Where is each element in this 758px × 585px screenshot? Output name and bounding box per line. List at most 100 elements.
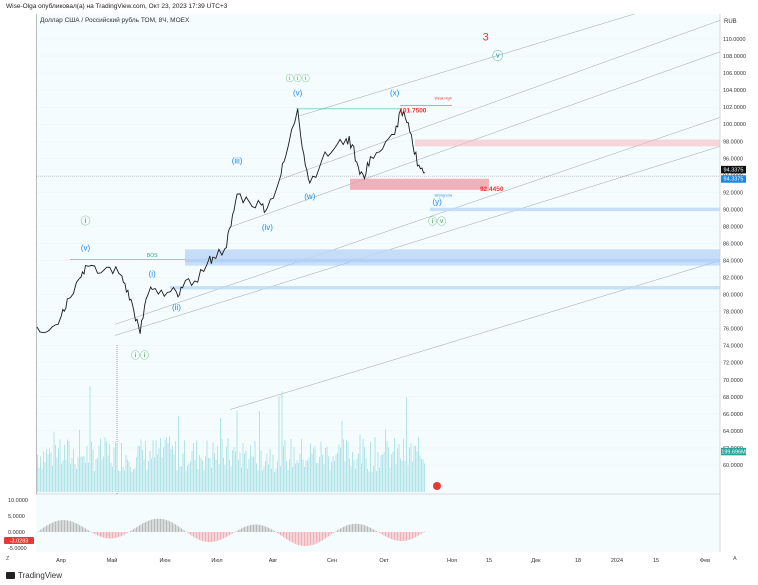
volume-bar [260,450,262,492]
oscillator-bar [100,532,101,537]
oscillator-bar [302,532,304,546]
volume-bar [394,438,395,492]
volume-bar [368,471,370,492]
volume-bar [256,463,257,492]
x-tick-label: Окт [379,558,389,564]
wave-label: (v) [293,88,303,97]
volume-bar [65,459,67,492]
oscillator-bar [383,532,385,536]
oscillator-bar [401,532,403,542]
volume-bar [311,453,313,492]
oscillator-bar [316,532,317,544]
settings-icon[interactable]: Z [6,556,10,562]
oscillator-bar [229,532,230,536]
oscillator-bar [158,518,160,532]
oscillator-bar [370,527,371,532]
price-badge-text: 94.3375 [724,167,744,173]
oscillator-bar [206,532,208,542]
volume-bar [313,448,314,492]
volume-bar [325,447,326,492]
oscillator-bar [77,524,79,532]
volume-bar [296,460,298,492]
volume-bar [47,454,49,492]
volume-bar [151,458,152,492]
volume-bar [52,465,53,492]
currency-label: RUB [724,19,737,25]
volume-bar [343,439,344,492]
oscillator-bar [113,532,115,539]
volume-bar [203,469,205,492]
oscillator-bar [314,532,316,545]
volume-bar [218,463,220,492]
oscillator-bar [283,532,284,538]
volume-bar [410,443,412,492]
oscillator-bar [56,520,58,532]
volume-bar [289,459,290,492]
volume-bar [94,471,95,492]
publish-header: Wise-Olga опубликовал(а) на TradingView.… [0,0,758,14]
oscillator-bar [170,521,172,532]
y-tick-label: 84.0000 [723,259,743,265]
oscillator-bar [271,529,272,532]
volume-bar [247,468,248,492]
price-badge-text: 199.696M [721,449,746,455]
oscillator-bar [230,532,232,535]
x-tick-label: Ноя [447,558,457,564]
wave-label: Weak High [435,97,452,101]
auto-scale-icon[interactable]: A [733,556,737,562]
volume-bar [400,458,401,492]
demand-zone-thin [430,207,720,212]
volume-bar [298,463,299,492]
oscillator-bar [224,532,226,538]
volume-bar [49,448,50,492]
price-level-label: 101.7500 [399,108,426,115]
volume-bar [107,455,109,492]
volume-bar [332,456,334,492]
oscillator-bar [148,520,149,532]
oscillator-bar [137,526,139,532]
volume-bar [386,441,388,492]
volume-bar [359,434,361,492]
volume-bar [181,466,182,492]
volume-bar [184,440,185,492]
oscillator-bar [157,518,158,532]
volume-bar [58,448,59,492]
oscillator-bar [125,532,127,534]
volume-bar [125,454,127,492]
oscillator-axis: 10.0000 5.0000 0.0000 -5.0000-3.0283 [4,498,34,552]
oscillator-bar [269,528,271,532]
volume-bar [121,442,122,492]
event-icon[interactable] [433,482,441,490]
volume-bar [227,438,229,492]
volume-bar [340,447,341,492]
oscillator-bar [211,532,212,542]
volume-bar [314,446,316,492]
oscillator-bar [187,532,188,533]
oscillator-bar [218,532,220,541]
volume-bar [422,459,424,492]
oscillator-bar [305,532,307,547]
oscillator-bar [208,532,209,543]
volume-bar [361,463,362,492]
oscillator-bar [154,518,155,532]
oscillator-bar [172,522,173,532]
volume-bar [217,446,218,492]
volume-bar [382,454,383,492]
oscillator-bar [287,532,289,541]
volume-bar [118,470,119,492]
wave-label: (iv) [262,223,273,232]
volume-bars [37,386,425,492]
volume-bar [188,463,190,492]
oscillator-bar [49,524,50,532]
oscillator-bar [374,530,376,532]
volume-bar [200,457,202,492]
oscillator-bar [299,532,301,546]
volume-bar [206,440,208,492]
volume-bar [152,440,154,492]
volume-bar [304,466,305,492]
oscillator-bar [419,532,421,535]
oscillator-bar [421,532,422,534]
oscillator-bar [136,527,137,532]
volume-bar [175,441,176,492]
